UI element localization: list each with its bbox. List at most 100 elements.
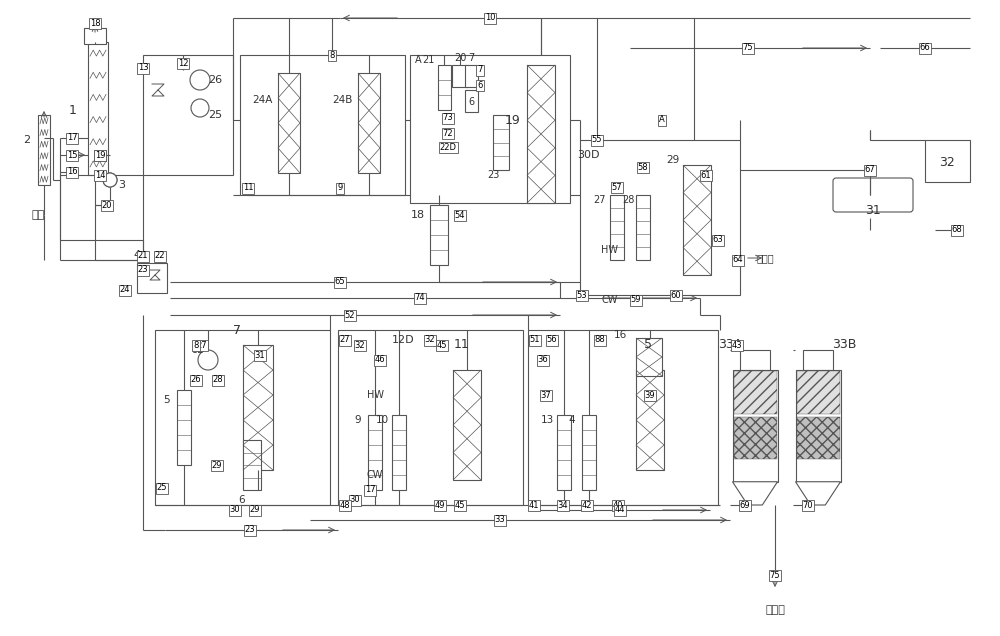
- Text: 70: 70: [803, 501, 813, 509]
- Bar: [925, 140, 970, 182]
- Text: 7: 7: [468, 53, 474, 63]
- Text: 61: 61: [701, 170, 711, 179]
- Text: 53: 53: [577, 291, 587, 300]
- Text: 68: 68: [952, 226, 962, 235]
- Polygon shape: [732, 481, 778, 505]
- Text: 13: 13: [540, 415, 554, 425]
- Text: 27: 27: [594, 195, 606, 205]
- Text: 42: 42: [582, 501, 592, 509]
- Circle shape: [190, 70, 210, 90]
- Text: 59: 59: [631, 296, 641, 305]
- Text: CW: CW: [367, 470, 383, 480]
- Text: 9: 9: [337, 184, 343, 193]
- Bar: [410, 55, 570, 203]
- Text: 29: 29: [666, 155, 680, 165]
- Text: 67: 67: [865, 165, 875, 174]
- Bar: [84, 28, 106, 44]
- Text: 32: 32: [425, 336, 435, 345]
- Text: 75: 75: [770, 570, 780, 579]
- Text: 33: 33: [495, 516, 505, 525]
- Text: 10: 10: [375, 415, 389, 425]
- Bar: [610, 195, 624, 260]
- Text: 64: 64: [733, 256, 743, 265]
- Text: 25: 25: [157, 483, 167, 492]
- Text: 40: 40: [613, 501, 623, 509]
- Text: 16: 16: [67, 167, 77, 177]
- Text: 26: 26: [191, 375, 201, 385]
- Text: 51: 51: [530, 336, 540, 345]
- Text: 32: 32: [939, 155, 955, 169]
- Text: 72: 72: [443, 128, 453, 137]
- Text: 13: 13: [138, 64, 148, 73]
- Text: 73: 73: [443, 113, 453, 123]
- Bar: [734, 417, 776, 459]
- Text: 30D: 30D: [577, 150, 599, 160]
- Text: 33B: 33B: [832, 338, 856, 352]
- Text: 56: 56: [547, 336, 557, 345]
- Text: 12: 12: [178, 59, 188, 67]
- Bar: [453, 370, 481, 480]
- Text: 25: 25: [208, 110, 222, 120]
- Text: 4: 4: [133, 250, 141, 260]
- Text: 8: 8: [193, 340, 199, 350]
- Text: 31: 31: [865, 204, 881, 216]
- Text: 10: 10: [485, 13, 495, 22]
- Text: 界区外: 界区外: [756, 253, 774, 263]
- Bar: [803, 350, 833, 370]
- Text: 20: 20: [102, 200, 112, 209]
- Text: 48: 48: [340, 501, 350, 509]
- Text: 26: 26: [208, 75, 222, 85]
- Bar: [155, 330, 330, 505]
- Text: 22D: 22D: [440, 142, 456, 151]
- Text: 45: 45: [437, 340, 447, 350]
- Bar: [392, 415, 406, 490]
- Text: 19: 19: [95, 151, 105, 160]
- Text: HW: HW: [602, 245, 618, 255]
- Text: 6: 6: [477, 81, 483, 90]
- Text: 57: 57: [612, 183, 622, 191]
- Text: 1: 1: [69, 104, 77, 116]
- Bar: [734, 371, 776, 413]
- Text: 60: 60: [671, 291, 681, 300]
- Bar: [636, 195, 650, 260]
- Text: 23: 23: [487, 170, 499, 180]
- Circle shape: [103, 173, 117, 187]
- Bar: [452, 65, 468, 87]
- Text: 34: 34: [558, 501, 568, 509]
- Text: 69: 69: [740, 501, 750, 509]
- Bar: [278, 73, 300, 173]
- FancyBboxPatch shape: [833, 178, 913, 212]
- Text: 28: 28: [622, 195, 634, 205]
- Text: 27: 27: [340, 336, 350, 345]
- Bar: [636, 338, 662, 376]
- Text: 17: 17: [365, 485, 375, 495]
- Text: 20: 20: [454, 53, 466, 63]
- Text: 41: 41: [529, 501, 539, 509]
- Circle shape: [191, 99, 209, 117]
- Text: 58: 58: [638, 163, 648, 172]
- Text: 燃料: 燃料: [31, 210, 45, 220]
- Text: 4: 4: [569, 415, 575, 425]
- Text: A: A: [415, 55, 421, 65]
- Text: 74: 74: [415, 293, 425, 303]
- Text: CW: CW: [602, 295, 618, 305]
- Text: 29: 29: [212, 460, 222, 469]
- Text: 14: 14: [95, 170, 105, 179]
- Text: 11: 11: [243, 184, 253, 193]
- Bar: [88, 42, 108, 175]
- Text: 2: 2: [23, 135, 31, 145]
- Text: 43: 43: [732, 340, 742, 350]
- Text: 界区外: 界区外: [765, 605, 785, 615]
- Bar: [338, 330, 523, 505]
- Bar: [368, 415, 382, 490]
- Bar: [465, 65, 478, 87]
- Bar: [740, 350, 770, 370]
- Circle shape: [103, 173, 117, 187]
- Bar: [137, 263, 167, 293]
- Text: 27: 27: [197, 340, 207, 350]
- Text: 6: 6: [468, 97, 474, 107]
- Bar: [528, 330, 718, 505]
- Bar: [243, 345, 273, 470]
- Text: 21: 21: [422, 55, 434, 65]
- Text: 46: 46: [375, 356, 385, 364]
